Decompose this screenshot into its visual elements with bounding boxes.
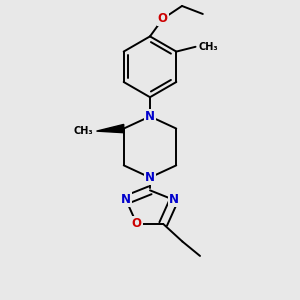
Polygon shape bbox=[97, 124, 124, 133]
Text: CH₃: CH₃ bbox=[199, 42, 218, 52]
Text: N: N bbox=[145, 110, 155, 123]
Text: N: N bbox=[145, 110, 155, 123]
Text: O: O bbox=[132, 218, 142, 230]
Text: CH₃: CH₃ bbox=[74, 126, 93, 136]
Text: N: N bbox=[121, 194, 131, 206]
Text: N: N bbox=[169, 194, 179, 206]
Text: O: O bbox=[158, 12, 168, 25]
Text: N: N bbox=[145, 171, 155, 184]
